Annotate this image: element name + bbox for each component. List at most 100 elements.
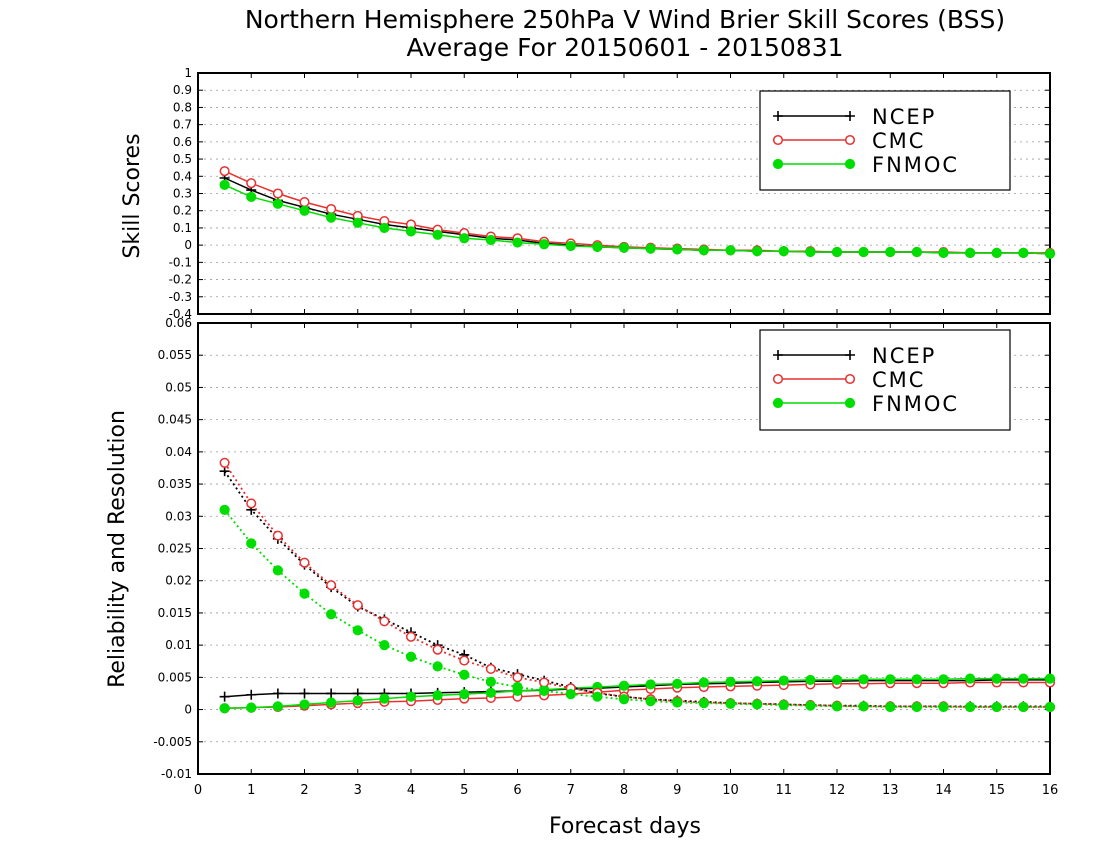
data-point <box>219 703 230 714</box>
data-point <box>805 700 816 711</box>
top-series-fnmoc <box>219 179 1056 259</box>
xtick-label: 5 <box>460 783 468 798</box>
xtick-label: 10 <box>722 783 739 798</box>
top-ytick-label: 0.9 <box>173 83 192 97</box>
data-point <box>725 245 736 256</box>
xtick-label: 4 <box>407 783 415 798</box>
data-point <box>938 247 949 258</box>
bottom-series-fnmoc-resolution <box>219 504 1056 713</box>
legend-entry-cmc: CMC <box>772 368 925 392</box>
bottom-ytick-label: 0.04 <box>165 445 192 459</box>
legend-label: FNMOC <box>872 392 959 416</box>
xtick-label: 13 <box>882 783 899 798</box>
top-ytick-label: 0.3 <box>173 187 192 201</box>
data-point <box>991 701 1002 713</box>
top-ytick-label: 0.8 <box>173 100 192 114</box>
data-point <box>459 233 470 244</box>
legend-label: NCEP <box>872 105 936 129</box>
data-point <box>272 530 283 541</box>
data-point <box>299 699 310 710</box>
data-point <box>405 691 417 702</box>
xtick-label: 6 <box>513 783 521 798</box>
bottom-ytick-label: 0.06 <box>165 316 192 330</box>
data-point <box>432 661 443 672</box>
data-point <box>645 696 656 707</box>
data-point <box>512 237 523 248</box>
series-line <box>223 509 1050 708</box>
data-point <box>618 680 630 691</box>
data-point <box>965 701 976 713</box>
top-ytick-label: -0.1 <box>169 255 192 269</box>
data-point <box>991 673 1002 684</box>
series-line <box>223 470 1050 708</box>
data-point <box>272 701 283 712</box>
data-point <box>698 245 709 256</box>
data-point <box>618 694 630 705</box>
data-point <box>831 701 843 712</box>
series-line <box>224 679 1050 698</box>
top-ytick-label: 0.6 <box>173 135 192 149</box>
data-point <box>1018 701 1029 713</box>
legend-marker <box>844 158 856 170</box>
data-point <box>831 674 843 686</box>
data-point <box>911 246 922 258</box>
xtick-label: 7 <box>567 783 575 798</box>
data-point <box>858 674 869 685</box>
data-point <box>565 240 576 252</box>
xtick-label: 0 <box>194 783 202 798</box>
top-ytick-label: 0.4 <box>173 169 192 183</box>
data-point <box>352 217 363 228</box>
data-point <box>379 222 390 234</box>
data-point <box>379 616 390 627</box>
legend-entry-ncep: NCEP <box>773 105 936 129</box>
data-point <box>326 688 337 699</box>
data-point <box>672 697 683 708</box>
top-ytick-label: 0.1 <box>173 221 192 235</box>
top-ytick-label: 0.2 <box>173 204 192 218</box>
data-point <box>405 226 417 237</box>
data-point <box>459 655 470 666</box>
data-point <box>618 242 630 253</box>
data-point <box>672 678 683 689</box>
data-point <box>698 698 709 709</box>
data-point <box>299 205 310 216</box>
xtick-label: 15 <box>988 783 1005 798</box>
xtick-label: 1 <box>247 783 255 798</box>
xtick-label: 3 <box>354 783 362 798</box>
xtick-label: 16 <box>1042 783 1059 798</box>
data-point <box>752 676 763 687</box>
chart-subtitle: Average For 20150601 - 20150831 <box>406 33 843 62</box>
data-point <box>938 674 949 685</box>
data-point <box>326 609 337 620</box>
data-point <box>965 247 976 258</box>
bottom-ytick-label: 0.025 <box>158 542 192 556</box>
data-point <box>911 674 922 685</box>
data-point <box>1044 701 1056 713</box>
legend-entry-fnmoc: FNMOC <box>772 153 957 177</box>
data-point <box>246 178 257 189</box>
data-point <box>352 695 363 706</box>
xtick-label: 11 <box>775 783 792 798</box>
top-ytick-label: -0.3 <box>169 290 192 304</box>
xtick-label: 14 <box>935 783 952 798</box>
data-point <box>885 246 896 258</box>
data-point <box>485 676 496 687</box>
top-ytick-label: -0.2 <box>169 273 192 287</box>
legend-label: NCEP <box>872 344 936 368</box>
bottom-ytick-label: 0.055 <box>158 348 192 362</box>
bottom-ytick-label: 0.005 <box>158 670 192 684</box>
legend-label: CMC <box>872 368 925 392</box>
legend-marker <box>844 373 856 385</box>
data-point <box>352 600 363 611</box>
legend-marker <box>845 350 855 360</box>
xtick-label: 12 <box>829 783 846 798</box>
legend-marker <box>772 397 784 409</box>
data-point <box>725 676 736 687</box>
xtick-label: 2 <box>300 783 308 798</box>
bottom-series-cmc-resolution <box>219 457 1056 713</box>
data-point <box>405 631 417 642</box>
legend-marker <box>773 350 783 360</box>
top-y-axis-label: Skill Scores <box>120 133 145 258</box>
legend-box <box>759 329 1011 431</box>
data-point <box>885 701 896 713</box>
